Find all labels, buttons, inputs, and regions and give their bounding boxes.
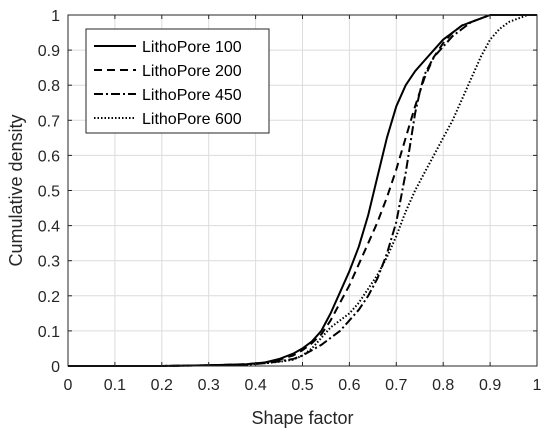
y-tick-label: 0.3 <box>38 254 60 271</box>
y-tick-label: 1 <box>51 8 60 25</box>
y-tick-label: 0.9 <box>38 43 60 60</box>
x-tick-label: 0.5 <box>291 377 313 394</box>
y-tick-label: 0.8 <box>38 78 60 95</box>
y-tick-label: 0.1 <box>38 324 60 341</box>
y-tick-label: 0.2 <box>38 289 60 306</box>
y-tick-label: 0.5 <box>38 184 60 201</box>
axis-ticks <box>67 14 538 367</box>
x-axis-label: Shape factor <box>251 408 353 428</box>
x-tick-label: 1 <box>533 377 542 394</box>
y-tick-label: 0.4 <box>38 219 60 236</box>
y-tick-label: 0 <box>51 359 60 376</box>
x-tick-label: 0.9 <box>479 377 501 394</box>
tick-labels: 0 0.1 0.2 0.3 0.4 0.5 0.6 0.7 0.8 0.9 1 0 0.1 0.2 0.3 0… <box>38 8 542 394</box>
series-lines <box>68 14 537 367</box>
x-tick-label: 0.1 <box>104 377 126 394</box>
x-tick-label: 0.7 <box>385 377 407 394</box>
legend-label: LithoPore 450 <box>142 87 242 104</box>
y-tick-label: 0.6 <box>38 148 60 165</box>
legend-label: LithoPore 100 <box>142 39 242 56</box>
series-line-3 <box>68 14 537 367</box>
x-tick-label: 0.3 <box>198 377 220 394</box>
legend-label: LithoPore 200 <box>142 63 242 80</box>
y-tick-label: 0.7 <box>38 113 60 130</box>
x-tick-label: 0.8 <box>432 377 454 394</box>
series-line-4 <box>68 14 537 367</box>
x-tick-label: 0.2 <box>151 377 173 394</box>
x-tick-label: 0.4 <box>244 377 266 394</box>
legend-label: LithoPore 600 <box>142 111 242 128</box>
x-tick-label: 0 <box>64 377 73 394</box>
y-axis-label: Cumulative density <box>6 114 26 266</box>
legend: LithoPore 100 LithoPore 200 LithoPore 450 L… <box>85 28 270 134</box>
grid-lines <box>68 15 537 366</box>
x-tick-label: 0.6 <box>338 377 360 394</box>
